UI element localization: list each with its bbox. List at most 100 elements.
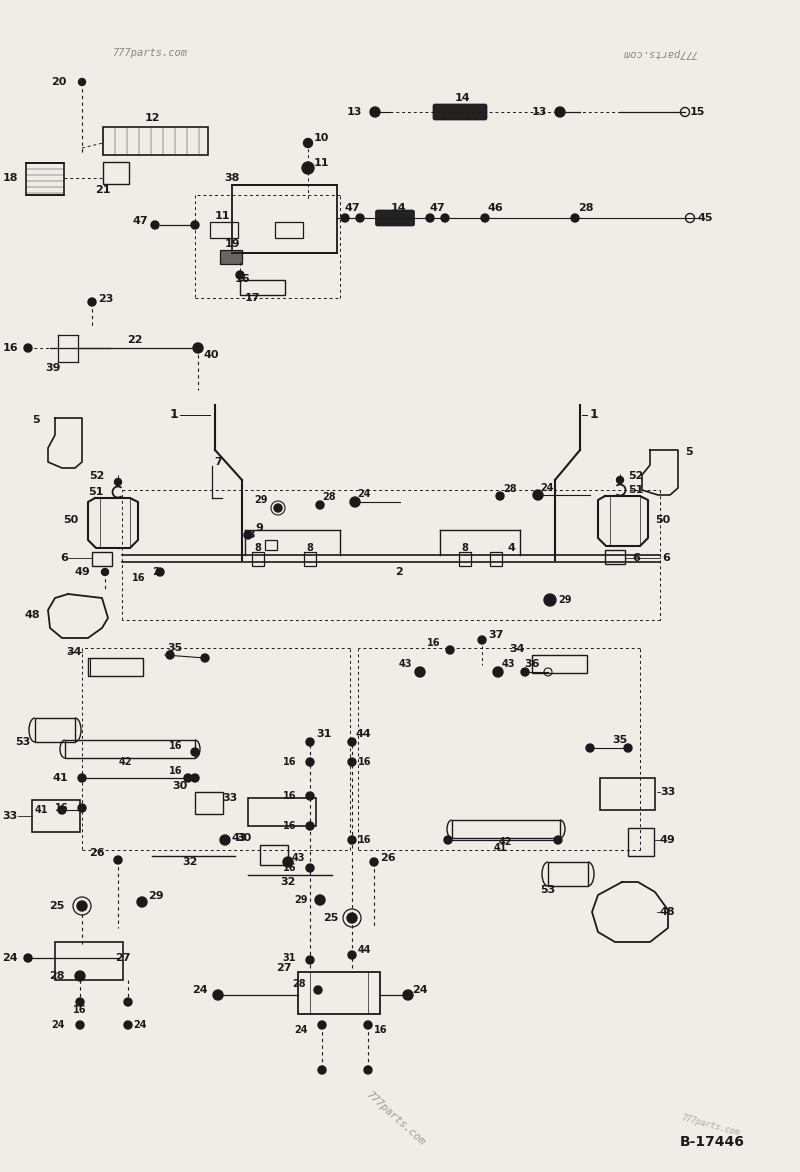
Bar bbox=[35, 718, 75, 742]
Text: 36: 36 bbox=[524, 659, 540, 669]
Text: 46: 46 bbox=[488, 203, 504, 213]
Circle shape bbox=[191, 222, 199, 229]
Text: 43: 43 bbox=[398, 659, 412, 669]
Circle shape bbox=[348, 836, 356, 844]
Circle shape bbox=[77, 901, 87, 911]
Circle shape bbox=[151, 222, 159, 229]
Circle shape bbox=[318, 1067, 326, 1074]
Text: 16: 16 bbox=[282, 863, 296, 873]
Text: 27: 27 bbox=[277, 963, 292, 973]
Circle shape bbox=[554, 836, 562, 844]
Text: 16: 16 bbox=[54, 803, 68, 813]
Circle shape bbox=[220, 834, 230, 845]
Text: 20: 20 bbox=[50, 77, 66, 87]
Circle shape bbox=[496, 492, 504, 500]
Circle shape bbox=[114, 856, 122, 864]
Text: 3: 3 bbox=[247, 530, 255, 540]
Text: 35: 35 bbox=[612, 735, 628, 745]
Text: 19: 19 bbox=[225, 239, 241, 248]
Text: 47: 47 bbox=[344, 203, 360, 213]
Text: 16: 16 bbox=[235, 274, 250, 284]
Circle shape bbox=[24, 345, 32, 352]
Text: 5: 5 bbox=[685, 447, 693, 457]
Circle shape bbox=[356, 214, 364, 222]
Circle shape bbox=[156, 568, 164, 575]
Text: 25: 25 bbox=[50, 901, 65, 911]
Text: 28: 28 bbox=[578, 203, 594, 213]
Bar bbox=[65, 740, 195, 758]
Circle shape bbox=[521, 668, 529, 676]
Circle shape bbox=[75, 970, 85, 981]
Text: 24: 24 bbox=[2, 953, 18, 963]
Text: 16: 16 bbox=[426, 638, 440, 648]
Text: 44: 44 bbox=[358, 945, 371, 955]
Circle shape bbox=[348, 950, 356, 959]
Text: 24: 24 bbox=[51, 1020, 65, 1030]
Circle shape bbox=[415, 667, 425, 677]
Text: 12: 12 bbox=[144, 113, 160, 123]
Text: 16: 16 bbox=[282, 791, 296, 800]
Circle shape bbox=[76, 1021, 84, 1029]
Text: 26: 26 bbox=[380, 853, 396, 863]
Circle shape bbox=[124, 999, 132, 1006]
Text: 31: 31 bbox=[316, 729, 331, 740]
Text: 25: 25 bbox=[322, 913, 338, 924]
Bar bbox=[232, 185, 337, 253]
Circle shape bbox=[166, 650, 174, 659]
Circle shape bbox=[306, 738, 314, 747]
Bar bbox=[252, 552, 264, 566]
Text: 37: 37 bbox=[488, 631, 503, 640]
Text: 10: 10 bbox=[314, 132, 330, 143]
Bar bbox=[92, 552, 112, 566]
Text: 13: 13 bbox=[532, 107, 547, 117]
Circle shape bbox=[124, 1021, 132, 1029]
Text: 11: 11 bbox=[314, 158, 330, 168]
Text: 41: 41 bbox=[52, 774, 68, 783]
Circle shape bbox=[370, 107, 380, 117]
Circle shape bbox=[350, 497, 360, 507]
Text: 33: 33 bbox=[2, 811, 18, 822]
Text: 16: 16 bbox=[358, 834, 371, 845]
Circle shape bbox=[306, 822, 314, 830]
Text: 5: 5 bbox=[32, 415, 40, 425]
Circle shape bbox=[194, 345, 202, 352]
Circle shape bbox=[78, 804, 86, 812]
Circle shape bbox=[533, 490, 543, 500]
Text: 49: 49 bbox=[660, 834, 676, 845]
Text: 38: 38 bbox=[224, 173, 240, 183]
Circle shape bbox=[244, 531, 252, 539]
Circle shape bbox=[137, 897, 147, 907]
Text: 21: 21 bbox=[95, 185, 110, 195]
Bar bbox=[605, 550, 625, 564]
Text: 11: 11 bbox=[215, 211, 230, 222]
Circle shape bbox=[348, 758, 356, 766]
Bar bbox=[32, 800, 80, 832]
Circle shape bbox=[314, 986, 322, 994]
Circle shape bbox=[364, 1067, 372, 1074]
Text: 43: 43 bbox=[232, 833, 247, 843]
Circle shape bbox=[24, 954, 32, 962]
Text: 18: 18 bbox=[2, 173, 18, 183]
Text: 8: 8 bbox=[306, 543, 314, 553]
Text: 22: 22 bbox=[127, 335, 142, 345]
Text: 28: 28 bbox=[292, 979, 306, 989]
Text: 29: 29 bbox=[148, 891, 164, 901]
Circle shape bbox=[441, 214, 449, 222]
Text: 16: 16 bbox=[282, 757, 296, 766]
Text: 4: 4 bbox=[508, 543, 516, 553]
Text: 8: 8 bbox=[462, 543, 469, 553]
Text: 53: 53 bbox=[14, 737, 30, 747]
Text: 16: 16 bbox=[282, 822, 296, 831]
Circle shape bbox=[191, 774, 199, 782]
Bar bbox=[240, 280, 285, 295]
Text: 33: 33 bbox=[222, 793, 238, 803]
Circle shape bbox=[76, 999, 84, 1006]
Circle shape bbox=[347, 913, 357, 924]
Circle shape bbox=[78, 79, 86, 86]
Text: 17: 17 bbox=[245, 293, 261, 304]
Circle shape bbox=[426, 214, 434, 222]
Text: 1: 1 bbox=[590, 409, 598, 422]
Text: 14: 14 bbox=[390, 203, 406, 213]
Bar bbox=[260, 845, 288, 865]
Text: 48: 48 bbox=[660, 907, 676, 917]
